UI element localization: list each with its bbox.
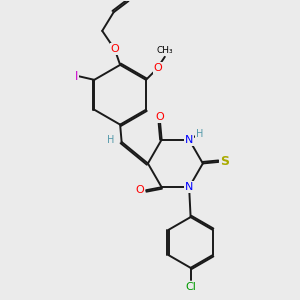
Text: O: O	[135, 185, 144, 195]
Text: H: H	[196, 129, 203, 139]
Text: O: O	[154, 63, 162, 73]
Text: I: I	[75, 70, 78, 83]
Text: H: H	[106, 134, 114, 145]
Text: CH₃: CH₃	[157, 46, 173, 55]
Text: O: O	[156, 112, 164, 122]
Text: N: N	[185, 182, 193, 192]
Text: O: O	[110, 44, 119, 54]
Text: Cl: Cl	[185, 282, 196, 292]
Text: S: S	[220, 155, 230, 168]
Text: N: N	[185, 135, 193, 145]
